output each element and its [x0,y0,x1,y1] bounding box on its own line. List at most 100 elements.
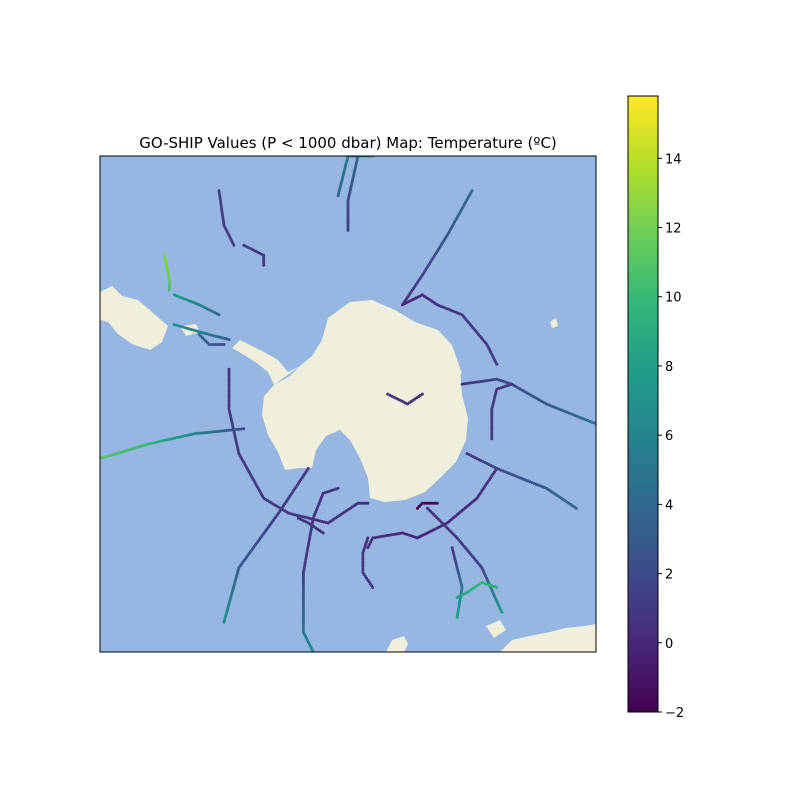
station-point [199,431,203,435]
station-point [490,435,494,439]
station-point [346,222,350,226]
map-frame [99,155,597,653]
station-point [214,343,217,346]
station-point [301,577,305,581]
station-point [451,550,455,554]
station-point [346,224,350,228]
station-point [490,413,494,417]
antarctic-peninsula [232,340,300,385]
station-point [227,376,231,380]
station-point [361,557,365,561]
station-point [301,626,305,630]
station-point [221,219,225,223]
station-point [194,432,198,435]
station-point [346,228,350,232]
station-point [227,374,231,378]
station-point [222,620,226,624]
station-point [490,411,494,415]
station-point [220,206,223,210]
station-point [361,551,365,555]
station-point [232,243,236,247]
station-point [346,199,350,203]
station-point [301,628,305,632]
station-point [301,604,305,608]
station-point [301,597,305,601]
station-point [301,580,305,583]
colorbar-tick-label: 14 [665,152,682,167]
station-point [207,430,211,434]
colorbar-tick-label: 2 [665,568,673,583]
australia-landmass [500,624,596,652]
station-point [425,501,429,505]
station-point [490,424,494,428]
station-point [167,288,171,292]
station-point [227,387,231,391]
station-point [490,426,494,430]
station-point [227,392,231,395]
station-point [301,582,305,586]
station-point [490,420,494,424]
station-point [203,431,207,435]
station-point [301,619,305,623]
station-point [227,385,231,389]
station-point [301,595,305,599]
station-point [166,271,170,275]
station-point [303,562,307,566]
station-points [100,156,596,652]
station-point [301,571,305,575]
colorbar-tick-label: −2 [665,706,684,721]
station-point [301,602,305,605]
colorbar-tick-label: 6 [665,429,673,444]
station-point [301,610,305,614]
station-point [495,362,499,366]
station-point [220,336,224,340]
station-point [346,220,350,224]
station-point [346,203,350,207]
station-point [301,575,305,579]
station-point [301,593,305,597]
station-point [227,400,231,404]
station-point [490,416,494,419]
station-point [220,210,224,214]
colorbar-tick-label: 0 [665,637,673,652]
station-point [227,398,231,402]
station-point [227,403,231,407]
station-point [233,428,237,432]
station-point [490,433,494,436]
station-point [423,501,426,505]
station-point [346,216,350,220]
station-point [301,591,305,594]
station-point [301,599,305,603]
station-point [301,586,305,590]
station-point [227,338,231,341]
station-point [420,392,424,396]
station-point [221,217,225,221]
station-point [301,624,305,627]
station-point [361,553,365,557]
station-point [301,584,305,588]
antarctica-landmass [262,300,468,502]
station-point [495,586,499,589]
station-point [490,407,494,411]
station-point [227,389,231,393]
station-point [455,615,459,619]
colorbar-tick-label: 10 [665,291,682,306]
station-point [301,617,305,621]
station-point [227,378,231,382]
station-point [490,409,494,413]
station-point [574,506,578,510]
station-point [492,400,495,404]
tasmania [486,620,506,638]
station-point [490,428,494,432]
station-point [346,214,350,217]
small-island [550,318,558,328]
colorbar-tick-label: 4 [665,498,673,513]
station-point [242,427,246,431]
station-point [366,501,370,505]
station-point [238,427,241,431]
station-point [457,603,461,606]
station-point [217,313,221,317]
chart-title: GO-SHIP Values (P < 1000 dbar) Map: Temp… [139,134,557,152]
station-point [192,432,196,436]
